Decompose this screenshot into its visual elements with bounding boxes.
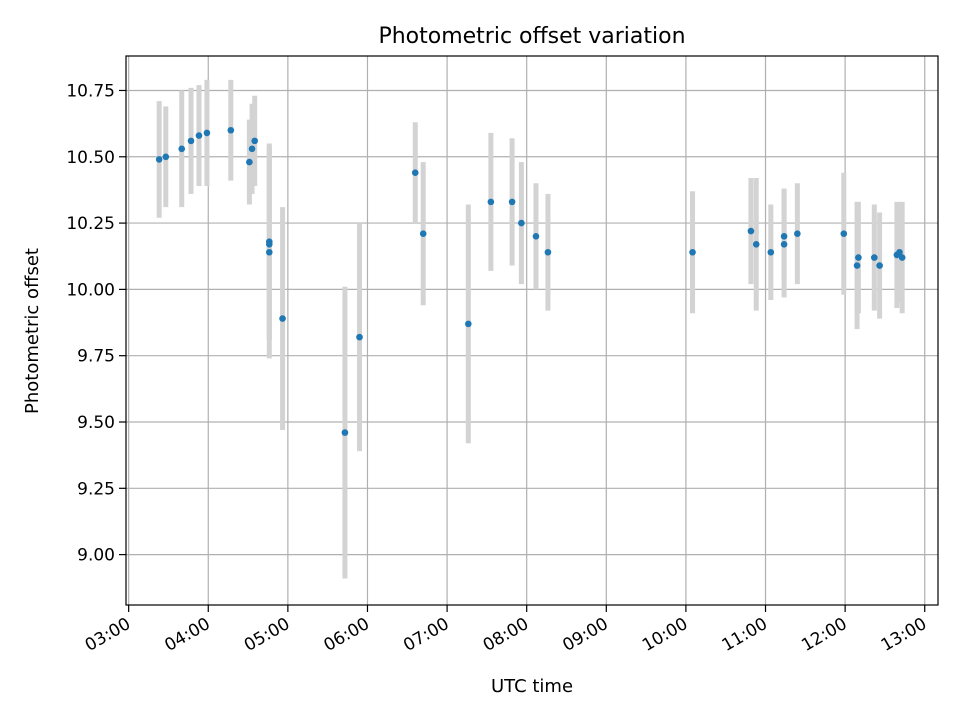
data-point <box>356 333 363 341</box>
data-point <box>898 254 906 261</box>
data-point <box>747 227 755 235</box>
data-point <box>155 156 163 163</box>
data-point <box>532 233 540 240</box>
data-point <box>896 248 903 256</box>
data-point <box>794 230 801 237</box>
data-point <box>780 233 788 240</box>
data-point <box>265 248 273 256</box>
grid-lines <box>126 56 938 605</box>
x-tick-label: 13:00 <box>878 614 930 656</box>
y-tick-label: 9.25 <box>77 479 115 499</box>
chart-title: Photometric offset variation <box>378 24 685 49</box>
error-bars <box>156 79 905 579</box>
data-points <box>155 126 906 436</box>
x-tick-label: 10:00 <box>639 614 691 656</box>
data-point <box>248 145 256 153</box>
data-point <box>279 315 286 322</box>
y-tick-label: 9.50 <box>77 413 115 433</box>
data-point <box>689 248 696 256</box>
data-point <box>752 241 760 248</box>
data-point <box>544 248 552 256</box>
data-point <box>465 320 472 328</box>
data-point <box>508 198 516 206</box>
data-point <box>187 137 195 145</box>
data-point <box>265 241 273 248</box>
x-tick-label: 07:00 <box>400 614 452 656</box>
data-point <box>876 262 883 269</box>
y-tick-label: 9.00 <box>77 546 115 566</box>
data-point <box>246 158 253 166</box>
x-tick-label: 11:00 <box>719 614 771 656</box>
y-axis-label: Photometric offset <box>22 248 43 414</box>
data-point <box>853 262 861 269</box>
x-tick-label: 08:00 <box>480 614 532 656</box>
x-tick-label: 04:00 <box>161 614 213 656</box>
data-point <box>487 198 495 206</box>
y-tick-label: 9.75 <box>77 347 115 367</box>
data-point <box>203 129 211 137</box>
y-tick-label: 10.50 <box>66 148 115 168</box>
x-tick-label: 09:00 <box>559 614 611 656</box>
x-tick-label: 03:00 <box>82 614 134 656</box>
x-tick-label: 06:00 <box>321 614 373 656</box>
x-tick-label: 12:00 <box>798 614 850 656</box>
data-point <box>227 126 235 134</box>
x-axis-ticks: 03:00 04:00 05:00 06:00 07:00 08:00 09:00 10:00… <box>82 605 930 656</box>
data-point <box>518 219 525 227</box>
x-axis-label: UTC time <box>491 676 573 697</box>
y-tick-label: 10.25 <box>66 214 115 234</box>
data-point <box>419 230 427 237</box>
x-tick-label: 05:00 <box>241 614 293 656</box>
data-point <box>767 248 775 256</box>
data-point <box>840 230 848 237</box>
y-tick-label: 10.75 <box>66 81 115 101</box>
data-point <box>162 153 170 161</box>
data-point <box>411 169 419 176</box>
y-tick-label: 10.00 <box>66 280 115 300</box>
plot-frame <box>125 55 939 606</box>
data-point <box>341 429 349 436</box>
y-axis-ticks: 9.00 9.25 9.50 9.75 10.00 10.25 10.50 10.75 <box>66 81 126 566</box>
data-point <box>195 132 203 139</box>
data-point <box>251 137 258 145</box>
data-point <box>780 241 788 248</box>
data-point <box>855 254 862 261</box>
data-point <box>871 254 878 261</box>
data-point <box>178 145 186 153</box>
